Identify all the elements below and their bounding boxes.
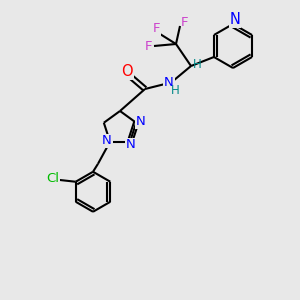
Text: O: O <box>121 64 133 80</box>
Text: N: N <box>102 134 112 147</box>
Text: F: F <box>145 40 153 52</box>
Text: N: N <box>126 138 136 151</box>
Text: H: H <box>193 58 201 71</box>
Text: F: F <box>153 22 161 35</box>
Text: N: N <box>135 115 145 128</box>
Text: F: F <box>181 16 189 29</box>
Text: N: N <box>230 13 240 28</box>
Text: N: N <box>164 76 174 89</box>
Text: H: H <box>171 85 179 98</box>
Text: Cl: Cl <box>46 172 59 185</box>
